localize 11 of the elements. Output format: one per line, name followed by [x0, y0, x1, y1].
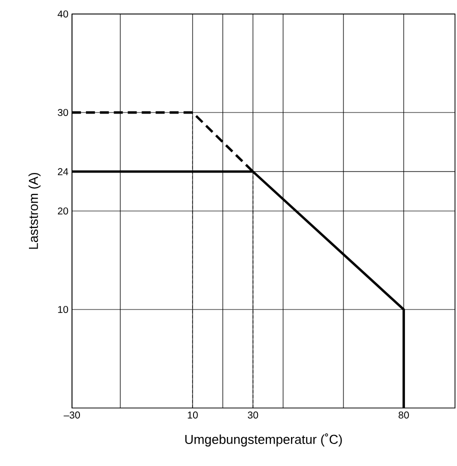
y-tick-label: 24 — [58, 168, 68, 176]
x-tick-label: –30 — [64, 412, 80, 419]
x-axis-title: Umgebungstemperatur (˚C) — [185, 433, 342, 447]
x-tick-label: 80 — [398, 412, 409, 419]
y-tick-label: 30 — [58, 108, 68, 116]
y-tick-label: 10 — [58, 306, 68, 314]
x-tick-label: 30 — [248, 412, 258, 419]
y-axis-title: Laststrom (A) — [28, 172, 41, 249]
y-tick-label: 40 — [58, 10, 68, 18]
y-tick-label: 20 — [58, 207, 68, 215]
x-tick-label: 10 — [188, 412, 198, 419]
